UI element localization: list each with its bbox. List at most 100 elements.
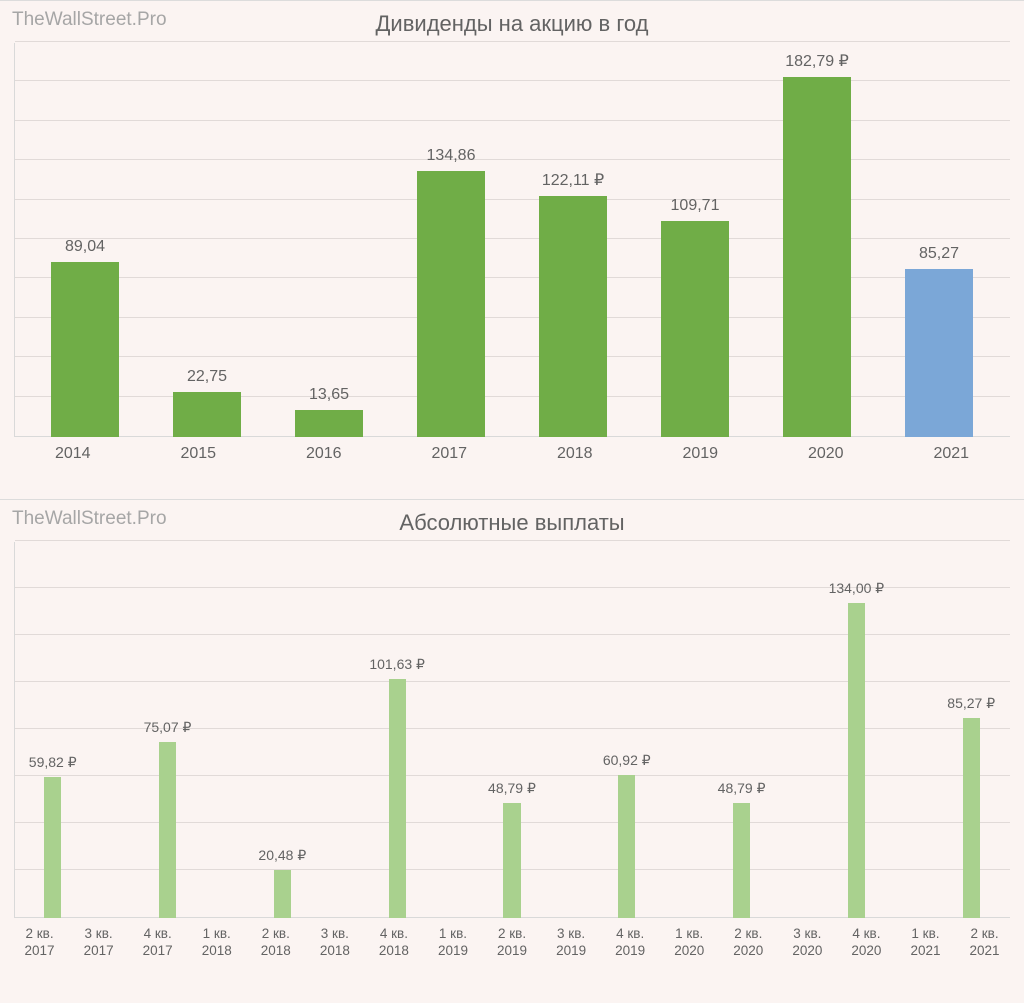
x-tick-line2: 2019: [542, 943, 601, 960]
bar-rect: [159, 742, 176, 918]
bar-slot: [655, 542, 712, 918]
chart1-plot: 89,04 22,75 13,65 134,86 122,11 ₽ 109,71 182,7…: [14, 43, 1010, 437]
x-tick-line1: 2 кв.: [498, 926, 526, 941]
bar-slot: 109,71: [634, 43, 756, 437]
x-tick: 2020: [763, 445, 889, 463]
x-tick-line1: 2 кв.: [25, 926, 53, 941]
x-tick-line2: 2020: [778, 943, 837, 960]
x-tick-line1: 1 кв.: [439, 926, 467, 941]
bar-value-label: 85,27 ₽: [947, 695, 995, 712]
bar-rect: [783, 77, 851, 437]
bar-value-label: 59,82 ₽: [29, 754, 77, 771]
chart-absolute-payouts: TheWallStreet.Pro Абсолютные выплаты 59,…: [0, 499, 1024, 1003]
chart2-bars: 59,82 ₽75,07 ₽20,48 ₽101,63 ₽48,79 ₽60,9…: [14, 542, 1010, 918]
bar-value-label: 89,04: [65, 238, 105, 256]
x-tick-line2: 2020: [837, 943, 896, 960]
bar-value-label: 22,75: [187, 368, 227, 386]
x-tick: 2 кв.2020: [719, 926, 778, 960]
x-tick: 1 кв. 2018: [187, 926, 246, 960]
bar-slot: [311, 542, 368, 918]
bar-slot: 48,79 ₽: [483, 542, 540, 918]
bar-rect: [274, 870, 291, 918]
x-tick-line1: 3 кв.: [321, 926, 349, 941]
x-tick-line2: 2017: [10, 943, 69, 960]
x-tick-line2: 2020: [719, 943, 778, 960]
bar-value-label: 48,79 ₽: [488, 780, 536, 797]
chart2-plot: 59,82 ₽75,07 ₽20,48 ₽101,63 ₽48,79 ₽60,9…: [14, 542, 1010, 918]
bar-value-label: 75,07 ₽: [144, 719, 192, 736]
x-tick-line2: 2017: [69, 943, 128, 960]
bar-rect: [963, 718, 980, 918]
x-tick: 2 кв. 2018: [246, 926, 305, 960]
bar-slot: [196, 542, 253, 918]
bar-rect: [503, 803, 520, 918]
x-tick-line1: 4 кв.: [380, 926, 408, 941]
x-tick-line2: 2018: [246, 943, 305, 960]
bar-slot: 122,11 ₽: [512, 43, 634, 437]
bar-slot: 89,04: [24, 43, 146, 437]
bar-slot: 22,75: [146, 43, 268, 437]
x-tick-line2: 2018: [364, 943, 423, 960]
x-tick-line1: 1 кв.: [203, 926, 231, 941]
x-tick: 3 кв.2020: [778, 926, 837, 960]
bar-value-label: 182,79 ₽: [785, 51, 849, 71]
chart1-xaxis: 20142015201620172018201920202021: [0, 437, 1024, 475]
x-tick: 2 кв.2019: [483, 926, 542, 960]
bar-rect: [51, 262, 119, 437]
x-tick: 4 кв.2019: [601, 926, 660, 960]
bar-rect: [417, 171, 485, 437]
x-tick-line1: 3 кв.: [557, 926, 585, 941]
x-tick-line1: 4 кв.: [616, 926, 644, 941]
bar-rect: [661, 221, 729, 437]
bar-rect: [848, 603, 865, 918]
x-tick: 2018: [512, 445, 638, 463]
bar-slot: 75,07 ₽: [139, 542, 196, 918]
bar-rect: [389, 679, 406, 918]
x-tick: 2 кв. 2017: [10, 926, 69, 960]
bar-value-label: 101,63 ₽: [369, 656, 425, 673]
x-tick-line2: 2018: [305, 943, 364, 960]
x-tick: 2021: [889, 445, 1015, 463]
watermark: TheWallStreet.Pro: [12, 9, 167, 31]
x-tick: 2 кв.2021: [955, 926, 1014, 960]
bar-slot: [426, 542, 483, 918]
bar-rect: [295, 410, 363, 437]
x-tick: 2015: [136, 445, 262, 463]
x-tick-line1: 2 кв.: [970, 926, 998, 941]
bar-slot: [81, 542, 138, 918]
bar-slot: 85,27: [878, 43, 1000, 437]
x-tick: 4 кв. 2018: [364, 926, 423, 960]
x-tick: 1 кв. 2021: [896, 926, 955, 960]
bar-slot: [770, 542, 827, 918]
x-tick-line2: 2021: [896, 943, 955, 960]
x-tick-line2: 2020: [660, 943, 719, 960]
bar-slot: 182,79 ₽: [756, 43, 878, 437]
bar-slot: 101,63 ₽: [368, 542, 425, 918]
gridline: [15, 41, 1010, 42]
chart1-bars: 89,04 22,75 13,65 134,86 122,11 ₽ 109,71 182,7…: [14, 43, 1010, 437]
chart-dividends-per-share: TheWallStreet.Pro Дивиденды на акцию в г…: [0, 0, 1024, 499]
bar-slot: [541, 542, 598, 918]
bar-value-label: 134,00 ₽: [829, 580, 885, 597]
bar-value-label: 20,48 ₽: [258, 847, 306, 864]
x-tick-line1: 2 кв.: [262, 926, 290, 941]
watermark: TheWallStreet.Pro: [12, 508, 167, 530]
bar-slot: 85,27 ₽: [943, 542, 1000, 918]
bar-value-label: 13,65: [309, 386, 349, 404]
x-tick-line2: 2019: [423, 943, 482, 960]
x-tick: 4 кв.2020: [837, 926, 896, 960]
x-tick: 3 кв. 2019: [542, 926, 601, 960]
bar-slot: 20,48 ₽: [254, 542, 311, 918]
bar-value-label: 122,11 ₽: [542, 170, 604, 190]
x-tick-line1: 4 кв.: [144, 926, 172, 941]
bar-slot: 48,79 ₽: [713, 542, 770, 918]
bar-value-label: 109,71: [671, 197, 720, 215]
x-tick-line1: 1 кв.: [675, 926, 703, 941]
gridline: [15, 540, 1010, 541]
bar-rect: [173, 392, 241, 437]
x-tick: 1 кв. 2019: [423, 926, 482, 960]
bar-value-label: 134,86: [427, 147, 476, 165]
x-tick-line2: 2017: [128, 943, 187, 960]
x-tick-line1: 1 кв.: [911, 926, 939, 941]
x-tick-line2: 2018: [187, 943, 246, 960]
